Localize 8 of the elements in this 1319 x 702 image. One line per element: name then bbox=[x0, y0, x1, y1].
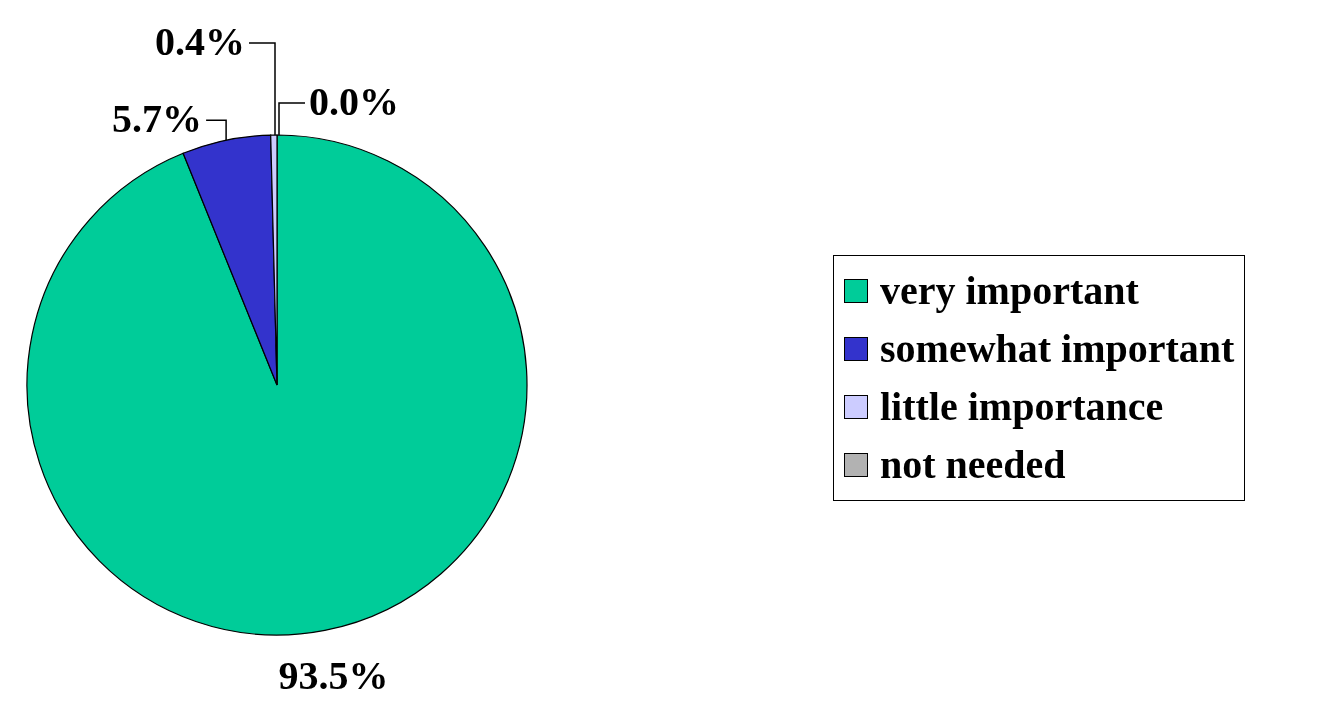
data-label: 0.4% bbox=[155, 19, 245, 64]
data-label: 5.7% bbox=[112, 96, 203, 142]
text: 0.0% bbox=[309, 79, 399, 124]
legend-label: very important bbox=[880, 267, 1139, 315]
data-label: 93.5% bbox=[278, 652, 389, 698]
legend-label: somewhat important bbox=[880, 325, 1235, 373]
legend-label: not needed bbox=[880, 441, 1066, 489]
legend-label: little importance bbox=[880, 383, 1164, 431]
